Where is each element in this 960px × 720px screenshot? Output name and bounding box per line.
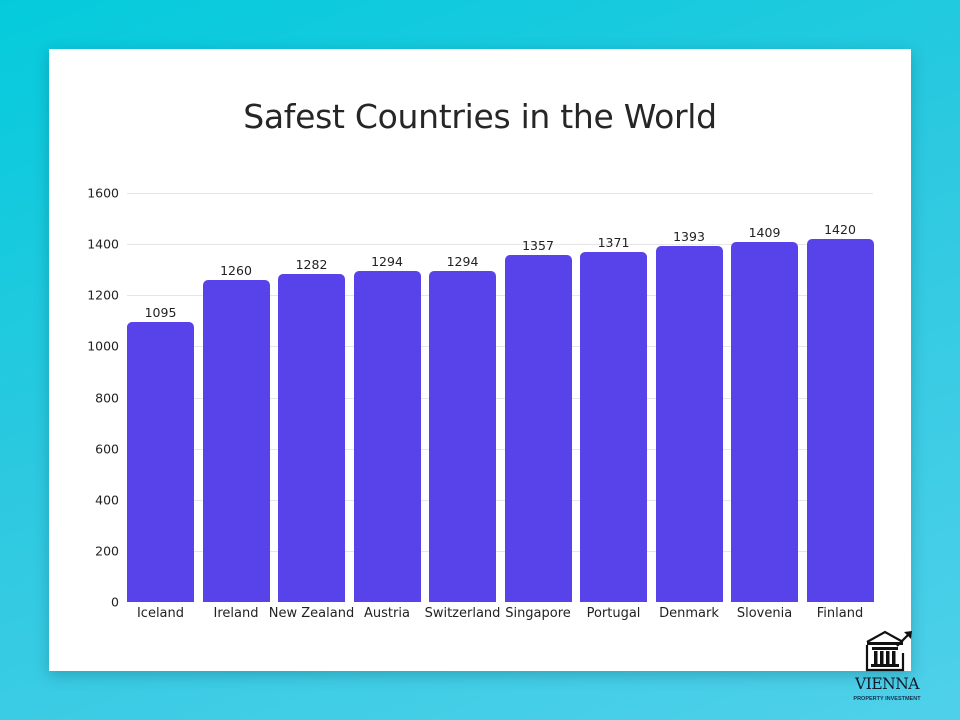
plot-area: 0 200 400 600 800 1000 1200 1400 1600 1095 Iceland… xyxy=(49,49,911,671)
vienna-logo: VIENNA PROPERTY INVESTMENT xyxy=(845,628,929,708)
bar-value-label: 1393 xyxy=(673,228,705,244)
gridline xyxy=(127,244,873,246)
gridline xyxy=(127,397,873,399)
logo-subtitle: PROPERTY INVESTMENT xyxy=(853,696,921,702)
x-tick-label: Finland xyxy=(816,606,864,621)
bar-value-label: 1409 xyxy=(748,224,781,240)
bar-value-label: 1282 xyxy=(295,257,328,273)
gridline xyxy=(127,550,873,552)
bar-austria xyxy=(353,271,421,602)
bar-value-label: 1357 xyxy=(522,238,554,254)
gridline xyxy=(127,346,873,348)
x-tick-label: New Zealand xyxy=(268,606,355,621)
bar-iceland xyxy=(127,322,194,602)
bar-slovenia xyxy=(731,241,798,602)
y-tick-label: 1600 xyxy=(87,185,119,201)
bar-value-label: 1420 xyxy=(824,222,856,237)
y-tick-label: 400 xyxy=(95,492,119,508)
bar-value-label: 1294 xyxy=(446,254,479,270)
bar-singapore xyxy=(504,255,572,602)
y-tick-label: 1000 xyxy=(87,338,119,354)
bar-new-zealand xyxy=(278,274,345,602)
gridline xyxy=(127,499,873,501)
bar-value-label: 1260 xyxy=(220,262,252,278)
y-tick-label: 1400 xyxy=(87,236,119,252)
x-tick-label: Portugal xyxy=(586,606,641,621)
bar-value-label: 1371 xyxy=(597,234,630,250)
logo-wordmark: VIENNA xyxy=(855,675,919,693)
x-tick-label: Iceland xyxy=(136,606,185,621)
y-tick-label: 1200 xyxy=(87,287,119,303)
y-tick-label: 0 xyxy=(111,594,119,610)
chart-title: Safest Countries in the World xyxy=(243,97,717,136)
bar-switzerland xyxy=(429,271,496,602)
x-tick-label: Austria xyxy=(364,606,410,621)
x-tick-label: Slovenia xyxy=(736,606,793,621)
gridline xyxy=(127,448,873,450)
bar-value-label: 1095 xyxy=(144,305,177,321)
bar-ireland xyxy=(202,279,270,602)
x-tick-label: Denmark xyxy=(659,606,719,621)
building-chart-icon xyxy=(865,630,912,672)
bar-finland xyxy=(806,239,874,602)
x-tick-label: Switzerland xyxy=(424,606,501,621)
gridline xyxy=(127,295,873,297)
chart-card: Safest Countries in the World 0 200 400 600… xyxy=(49,49,911,671)
bar-value-label: 1294 xyxy=(371,254,403,270)
bar-denmark xyxy=(655,245,723,602)
x-tick-label: Singapore xyxy=(505,606,571,621)
y-tick-label: 800 xyxy=(95,390,119,405)
bar-portugal xyxy=(580,251,647,602)
y-tick-label: 200 xyxy=(95,543,119,559)
y-tick-label: 600 xyxy=(95,441,119,457)
gridline xyxy=(127,193,873,194)
x-tick-label: Ireland xyxy=(213,606,259,621)
